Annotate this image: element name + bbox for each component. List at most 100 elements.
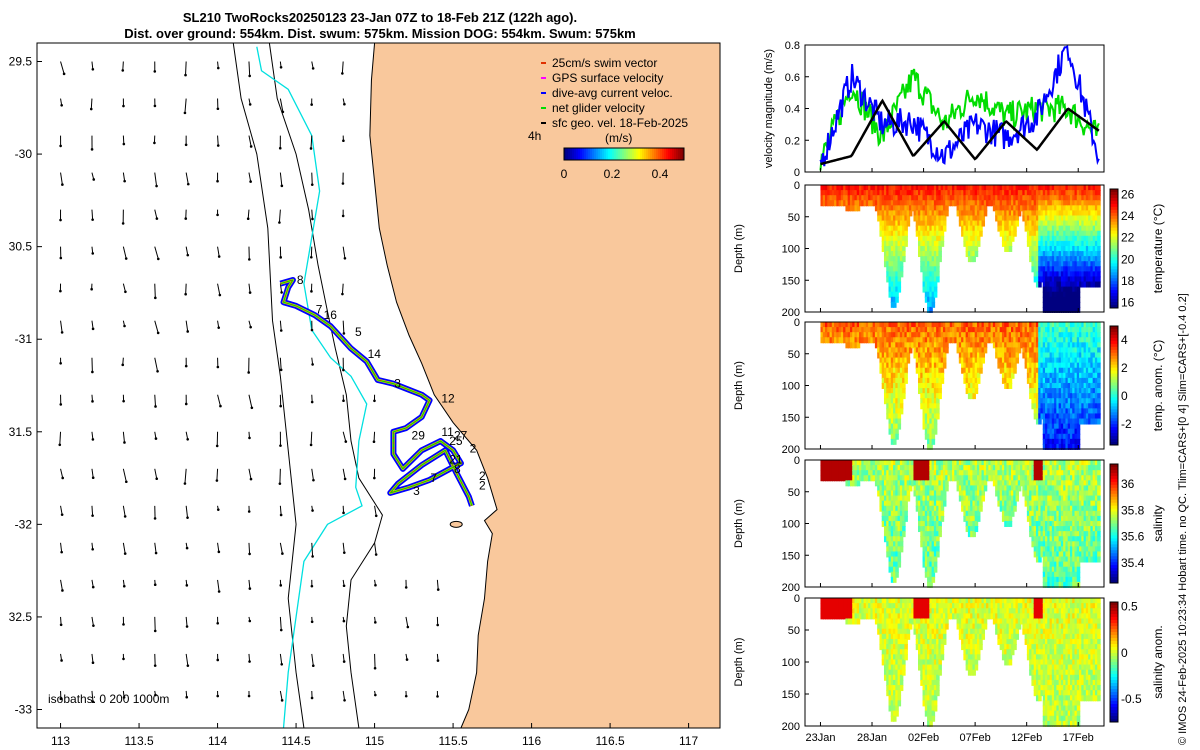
heatmap-cell [918, 515, 922, 522]
heatmap-cell [902, 362, 906, 369]
heatmap-cell [1076, 322, 1081, 328]
heatmap-cell [936, 510, 940, 517]
heatmap-cell [888, 332, 893, 339]
colorbar-cell [636, 148, 639, 160]
heatmap-cell [868, 322, 872, 328]
heatmap-cell [983, 327, 988, 334]
heatmap-cell [967, 347, 972, 354]
colorbar-cell [578, 148, 581, 160]
heatmap-cell [897, 382, 902, 389]
heatmap-cell [1051, 342, 1056, 349]
heatmap-cell [1074, 235, 1079, 242]
heatmap-cell [927, 337, 931, 344]
heatmap-cell [940, 465, 945, 472]
geo-arrow-head [247, 694, 251, 698]
heatmap-cell [965, 520, 970, 527]
heatmap-cell [958, 470, 963, 477]
heatmap-cell [893, 377, 897, 384]
track-day-label: 2 [479, 469, 486, 483]
heatmap-cell [1072, 423, 1076, 430]
heatmap-cell [1006, 485, 1010, 492]
heatmap-cell [840, 460, 845, 466]
heatmap-cell [931, 230, 936, 237]
heatmap-cell [915, 465, 920, 472]
colorbar-cell [1110, 394, 1118, 398]
heatmap-cell [1031, 261, 1035, 268]
heatmap-cell [927, 327, 931, 334]
heatmap-cell [1076, 408, 1081, 415]
geo-arrow-head [123, 441, 126, 444]
heatmap-cell [1054, 245, 1058, 252]
heatmap-cell [1054, 210, 1058, 217]
heatmap-cell [1013, 225, 1017, 232]
heatmap-cell [890, 337, 895, 344]
heatmap-cell [1022, 215, 1026, 222]
heatmap-cell [999, 460, 1004, 466]
heatmap-cell [1045, 581, 1049, 588]
heatmap-cell [963, 485, 967, 492]
heatmap-cell [995, 342, 999, 349]
heatmap-cell [1072, 428, 1076, 435]
heatmap-cell [1001, 357, 1006, 364]
heatmap-cell [915, 210, 920, 217]
heatmap-cell [1085, 408, 1090, 415]
heatmap-cell [942, 490, 947, 497]
heatmap-cell [981, 190, 986, 197]
heatmap-cell [1042, 215, 1047, 222]
heatmap-cell [1047, 245, 1051, 252]
geo-arrow-head [311, 217, 314, 221]
heatmap-cell [979, 500, 983, 507]
heatmap-cell [913, 465, 917, 472]
heatmap-cell [958, 337, 963, 344]
heatmap-cell [890, 205, 895, 212]
heatmap-cell [1092, 195, 1097, 202]
heatmap-cell [1067, 367, 1072, 374]
heatmap-cell [1072, 195, 1076, 202]
heatmap-cell [893, 408, 897, 415]
heatmap-cell [1054, 403, 1058, 410]
heatmap-cell [1008, 210, 1013, 217]
heatmap-cell [1024, 347, 1029, 354]
heatmap-cell [918, 240, 922, 247]
heatmap-cell [929, 541, 933, 548]
geo-arrow-head [248, 103, 252, 106]
geo-arrow-head [406, 625, 410, 629]
heatmap-cell [1042, 505, 1047, 512]
heatmap-cell [936, 220, 940, 227]
heatmap-cell [1076, 271, 1081, 278]
colorbar-cell [646, 148, 649, 160]
heatmap-cell [949, 332, 954, 339]
heatmap-cell [1060, 235, 1065, 242]
velocity-series-line [819, 68, 1100, 171]
heatmap-cell [1065, 418, 1069, 425]
heatmap-cell [922, 210, 927, 217]
colorbar-cell [628, 148, 631, 160]
heatmap-cell [1047, 393, 1051, 400]
heatmap-cell [1026, 215, 1031, 222]
heatmap-cell [1056, 423, 1060, 430]
heatmap-cell [1038, 205, 1042, 212]
heatmap-cell [947, 465, 951, 472]
heatmap-cell [1042, 500, 1047, 507]
heatmap-cell [843, 195, 847, 202]
heatmap-cell [931, 505, 936, 512]
heatmap-cell [940, 327, 945, 334]
heatmap-cell [890, 475, 895, 482]
heatmap-cell [974, 490, 979, 497]
heatmap-cell [918, 510, 922, 517]
heatmap-cell [1069, 362, 1074, 369]
heatmap-cell [1011, 322, 1015, 328]
heatmap-cell [1083, 245, 1088, 252]
heatmap-cell [1081, 195, 1085, 202]
heatmap-cell [1079, 210, 1083, 217]
heatmap-cell [886, 322, 890, 328]
heatmap-cell [1045, 546, 1049, 553]
heatmap-cell [1079, 185, 1083, 191]
heatmap-cell [897, 398, 902, 405]
heatmap-cell [1069, 306, 1074, 313]
heatmap-cell [931, 347, 936, 354]
heatmap-cell [1088, 220, 1092, 227]
heatmap-cell [970, 230, 974, 237]
heatmap-cell [967, 393, 972, 400]
heatmap-cell [1069, 377, 1074, 384]
